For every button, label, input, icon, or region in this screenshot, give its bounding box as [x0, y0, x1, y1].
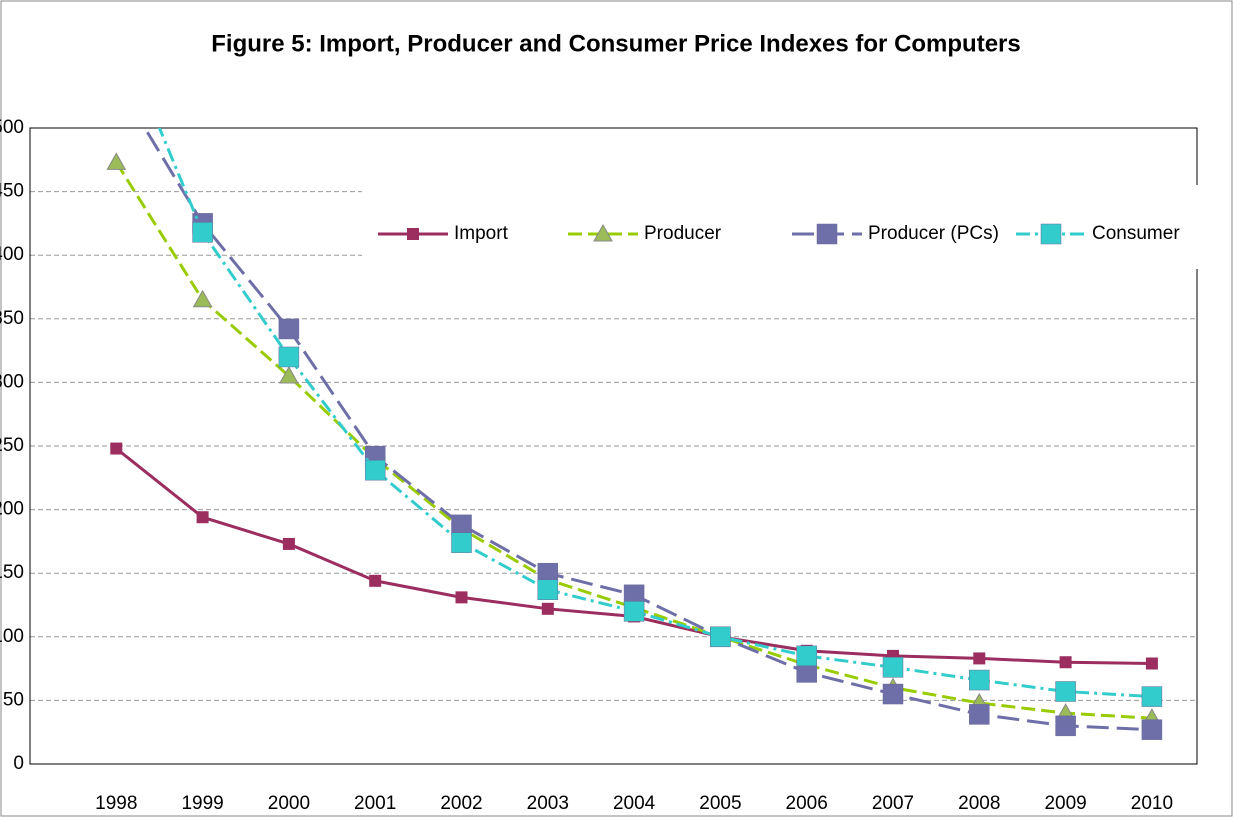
legend-marker: [816, 223, 838, 245]
marker: [1141, 719, 1163, 740]
y-tick-label: 400: [0, 244, 24, 265]
marker: [969, 704, 990, 725]
marker: [969, 669, 990, 691]
marker: [623, 601, 645, 622]
x-tick-label: 2001: [354, 793, 396, 814]
x-tick-label: 2002: [440, 793, 482, 814]
marker: [1145, 657, 1158, 670]
x-tick-label: 2010: [1131, 793, 1173, 814]
x-tick-label: 1999: [181, 793, 223, 814]
marker: [110, 442, 123, 455]
legend-marker: [1040, 223, 1062, 245]
x-tick-label: 1998: [95, 793, 137, 814]
marker: [279, 366, 299, 384]
legend-label: Producer (PCs): [868, 223, 999, 244]
marker: [196, 511, 209, 524]
x-tick-label: 2009: [1044, 793, 1086, 814]
marker: [537, 579, 559, 600]
y-tick-label: 150: [0, 562, 24, 583]
marker: [364, 459, 386, 481]
marker: [282, 537, 295, 550]
chart-title: Figure 5: Import, Producer and Consumer …: [211, 30, 1021, 57]
y-tick-label: 300: [0, 371, 24, 392]
marker: [455, 591, 468, 604]
marker: [1059, 656, 1072, 669]
marker: [106, 152, 127, 170]
y-tick-label: 200: [0, 499, 24, 520]
y-tick-label: 50: [3, 689, 24, 710]
plot-area: [106, 128, 1163, 740]
x-tick-label: 2006: [786, 793, 828, 814]
marker: [278, 346, 300, 368]
marker: [1055, 715, 1076, 737]
marker: [973, 652, 986, 665]
y-tick-label: 350: [0, 308, 24, 329]
marker: [1141, 686, 1163, 707]
legend-marker: [407, 228, 419, 240]
x-tick-label: 2000: [268, 793, 310, 814]
legend-marker: [593, 223, 613, 242]
marker: [278, 318, 300, 340]
marker: [451, 532, 472, 553]
marker: [541, 602, 554, 615]
x-tick-label: 2008: [958, 793, 1000, 814]
marker: [882, 657, 904, 678]
x-tick-label: 2007: [872, 793, 914, 814]
marker: [369, 574, 382, 587]
marker: [882, 683, 904, 705]
marker: [451, 514, 472, 536]
legend-label: Producer: [644, 223, 722, 244]
y-tick-label: 100: [0, 626, 24, 647]
x-tick-label: 2004: [613, 793, 656, 814]
y-tick-label: 450: [0, 181, 24, 202]
marker: [796, 645, 817, 667]
marker: [710, 626, 731, 648]
marker: [192, 289, 213, 308]
plot-frame: [29, 127, 1198, 765]
marker: [1055, 681, 1076, 702]
marker: [192, 222, 213, 243]
y-tick-label: 500: [0, 117, 24, 138]
y-tick-label: 250: [0, 435, 24, 456]
legend-label: Consumer: [1092, 223, 1180, 244]
y-tick-label: 0: [13, 753, 24, 774]
x-tick-label: 2003: [527, 793, 569, 814]
x-tick-label: 2005: [699, 793, 741, 814]
legend-label: Import: [454, 223, 509, 244]
